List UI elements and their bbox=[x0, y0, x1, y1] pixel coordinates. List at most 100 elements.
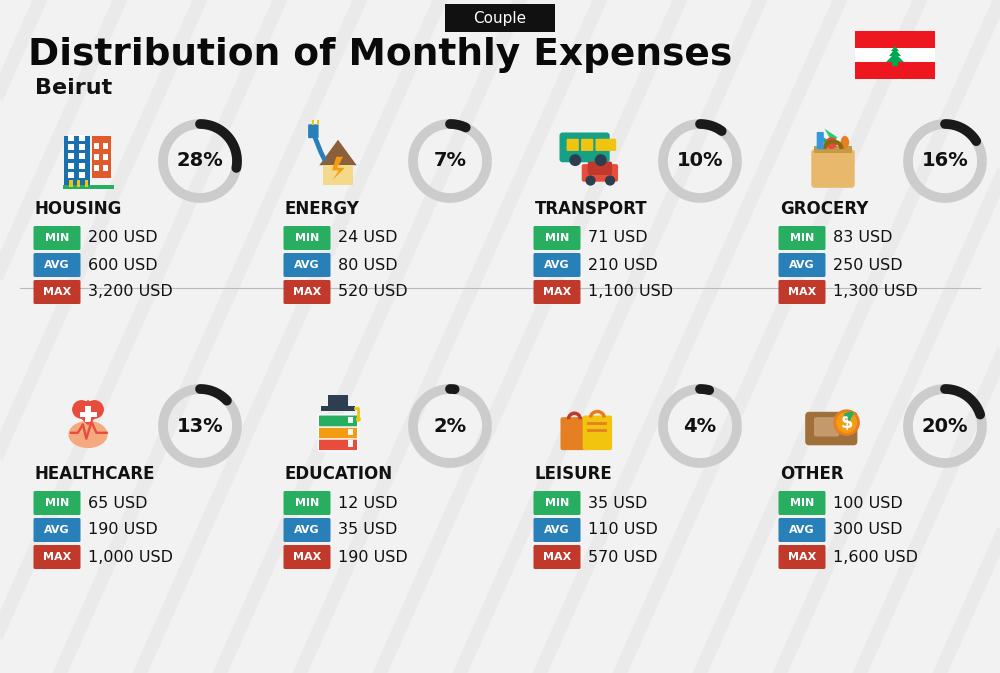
Text: 83 USD: 83 USD bbox=[833, 230, 893, 246]
FancyBboxPatch shape bbox=[34, 545, 80, 569]
FancyBboxPatch shape bbox=[79, 163, 85, 169]
Text: 35 USD: 35 USD bbox=[588, 495, 647, 511]
FancyBboxPatch shape bbox=[778, 518, 826, 542]
FancyBboxPatch shape bbox=[606, 139, 616, 151]
Text: 7%: 7% bbox=[434, 151, 466, 170]
Text: 24 USD: 24 USD bbox=[338, 230, 398, 246]
Text: 190 USD: 190 USD bbox=[338, 549, 408, 565]
Text: EDUCATION: EDUCATION bbox=[285, 465, 393, 483]
FancyBboxPatch shape bbox=[312, 120, 314, 125]
FancyBboxPatch shape bbox=[318, 415, 358, 427]
FancyBboxPatch shape bbox=[79, 144, 85, 150]
Text: 4%: 4% bbox=[683, 417, 717, 435]
FancyBboxPatch shape bbox=[62, 185, 114, 189]
FancyBboxPatch shape bbox=[80, 412, 96, 417]
Text: 570 USD: 570 USD bbox=[588, 549, 658, 565]
Text: ENERGY: ENERGY bbox=[285, 200, 360, 218]
FancyBboxPatch shape bbox=[534, 491, 580, 515]
Circle shape bbox=[605, 176, 615, 186]
Text: MAX: MAX bbox=[788, 552, 816, 562]
FancyBboxPatch shape bbox=[94, 166, 99, 171]
Text: 190 USD: 190 USD bbox=[88, 522, 158, 538]
Text: 1,600 USD: 1,600 USD bbox=[833, 549, 918, 565]
FancyBboxPatch shape bbox=[855, 48, 935, 63]
FancyBboxPatch shape bbox=[103, 166, 108, 171]
FancyBboxPatch shape bbox=[445, 4, 555, 32]
FancyBboxPatch shape bbox=[64, 135, 90, 186]
FancyBboxPatch shape bbox=[328, 396, 348, 406]
Text: HEALTHCARE: HEALTHCARE bbox=[35, 465, 156, 483]
Circle shape bbox=[825, 137, 837, 149]
FancyBboxPatch shape bbox=[34, 518, 80, 542]
Text: AVG: AVG bbox=[789, 260, 815, 270]
FancyBboxPatch shape bbox=[811, 149, 855, 188]
Text: $: $ bbox=[840, 414, 853, 431]
FancyBboxPatch shape bbox=[284, 518, 330, 542]
FancyBboxPatch shape bbox=[805, 412, 857, 446]
FancyBboxPatch shape bbox=[596, 139, 608, 151]
Text: 80 USD: 80 USD bbox=[338, 258, 398, 273]
Text: LEISURE: LEISURE bbox=[535, 465, 613, 483]
FancyBboxPatch shape bbox=[68, 163, 74, 169]
FancyBboxPatch shape bbox=[588, 162, 612, 175]
FancyBboxPatch shape bbox=[348, 440, 353, 448]
Polygon shape bbox=[72, 400, 104, 425]
FancyBboxPatch shape bbox=[814, 417, 839, 437]
Polygon shape bbox=[838, 131, 847, 145]
FancyBboxPatch shape bbox=[85, 180, 88, 186]
FancyBboxPatch shape bbox=[68, 144, 74, 150]
FancyBboxPatch shape bbox=[318, 427, 358, 439]
FancyBboxPatch shape bbox=[94, 154, 99, 160]
FancyBboxPatch shape bbox=[69, 180, 73, 186]
Circle shape bbox=[85, 400, 104, 419]
Text: 2%: 2% bbox=[433, 417, 467, 435]
Text: GROCERY: GROCERY bbox=[780, 200, 868, 218]
Text: AVG: AVG bbox=[544, 260, 570, 270]
Text: AVG: AVG bbox=[789, 525, 815, 535]
FancyBboxPatch shape bbox=[34, 226, 80, 250]
Text: MIN: MIN bbox=[545, 233, 569, 243]
Circle shape bbox=[595, 154, 607, 166]
Text: 300 USD: 300 USD bbox=[833, 522, 902, 538]
FancyBboxPatch shape bbox=[817, 132, 824, 149]
FancyBboxPatch shape bbox=[103, 143, 108, 149]
Polygon shape bbox=[824, 129, 837, 144]
Text: 65 USD: 65 USD bbox=[88, 495, 148, 511]
FancyBboxPatch shape bbox=[778, 491, 826, 515]
FancyBboxPatch shape bbox=[284, 280, 330, 304]
FancyBboxPatch shape bbox=[308, 125, 319, 138]
Text: AVG: AVG bbox=[294, 260, 320, 270]
FancyBboxPatch shape bbox=[348, 417, 353, 423]
Text: AVG: AVG bbox=[44, 260, 70, 270]
Text: 600 USD: 600 USD bbox=[88, 258, 158, 273]
FancyBboxPatch shape bbox=[79, 172, 85, 178]
FancyBboxPatch shape bbox=[778, 545, 826, 569]
FancyBboxPatch shape bbox=[855, 31, 935, 48]
FancyBboxPatch shape bbox=[560, 417, 588, 450]
FancyBboxPatch shape bbox=[778, 253, 826, 277]
Text: MAX: MAX bbox=[293, 552, 321, 562]
FancyBboxPatch shape bbox=[534, 280, 580, 304]
Text: MIN: MIN bbox=[45, 498, 69, 508]
FancyBboxPatch shape bbox=[103, 154, 108, 160]
Text: TRANSPORT: TRANSPORT bbox=[535, 200, 648, 218]
FancyBboxPatch shape bbox=[582, 164, 618, 182]
Text: MIN: MIN bbox=[295, 498, 319, 508]
FancyBboxPatch shape bbox=[68, 135, 74, 141]
FancyBboxPatch shape bbox=[583, 415, 612, 450]
Text: MAX: MAX bbox=[543, 552, 571, 562]
Text: MAX: MAX bbox=[788, 287, 816, 297]
FancyBboxPatch shape bbox=[567, 139, 579, 151]
FancyBboxPatch shape bbox=[34, 253, 80, 277]
Text: 10%: 10% bbox=[677, 151, 723, 170]
Polygon shape bbox=[319, 140, 357, 166]
Text: AVG: AVG bbox=[294, 525, 320, 535]
FancyBboxPatch shape bbox=[284, 253, 330, 277]
FancyBboxPatch shape bbox=[77, 180, 80, 186]
Circle shape bbox=[356, 417, 361, 422]
Polygon shape bbox=[332, 157, 345, 180]
FancyBboxPatch shape bbox=[79, 135, 85, 141]
FancyBboxPatch shape bbox=[855, 63, 935, 79]
FancyBboxPatch shape bbox=[34, 280, 80, 304]
Circle shape bbox=[585, 176, 596, 186]
